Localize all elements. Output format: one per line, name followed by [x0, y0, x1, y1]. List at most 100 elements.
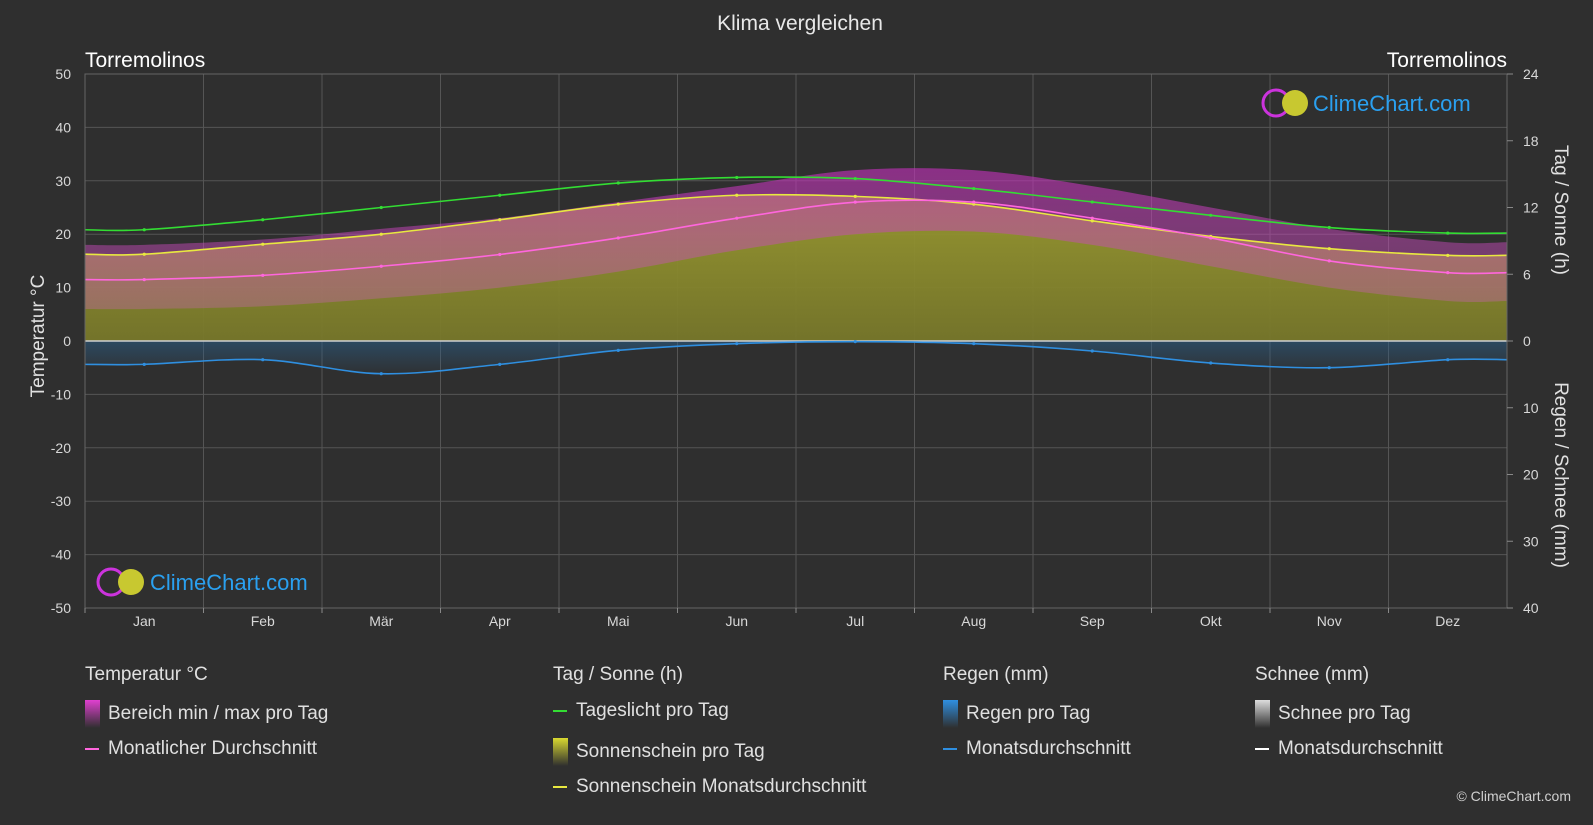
- brand-logo-top: ClimeChart.com: [1261, 88, 1471, 118]
- legend-item-label: Regen pro Tag: [966, 703, 1091, 724]
- sunshine-average-line-point: [1327, 247, 1331, 251]
- temperature-average-line-point: [972, 200, 976, 204]
- legend-group-title: Regen (mm): [943, 664, 1049, 685]
- legend-item: Monatsdurchschnitt: [1255, 738, 1443, 760]
- y-left-tick-label: -20: [51, 440, 71, 456]
- sunshine-average-line-point: [379, 232, 383, 236]
- daylight-line-point: [1327, 225, 1331, 230]
- x-tick-label: Aug: [961, 613, 986, 629]
- legend-item-label: Monatlicher Durchschnitt: [108, 738, 318, 759]
- y-left-tick-label: -40: [51, 547, 71, 563]
- y-right-bottom-label: Regen / Schnee (mm): [1550, 382, 1571, 568]
- daylight-line-point: [379, 205, 383, 210]
- y-left-label: Temperatur °C: [28, 275, 49, 398]
- rain-average-line-point: [1090, 349, 1094, 353]
- legend-group-title: Schnee (mm): [1255, 664, 1370, 685]
- sunshine-average-line-point: [853, 194, 857, 198]
- daylight-line-point: [735, 175, 739, 180]
- sunshine-average-line-point: [261, 242, 265, 246]
- y-right-bottom-tick-label: 30: [1523, 533, 1539, 549]
- y-left-tick-label: -50: [51, 600, 71, 616]
- daylight-line-point: [1446, 231, 1450, 235]
- y-left-tick-label: 50: [55, 66, 71, 82]
- x-tick-label: Mai: [607, 613, 630, 629]
- temperature-average-line-point: [1446, 271, 1450, 275]
- y-right-top-tick-label: 0: [1523, 333, 1531, 349]
- temperature-average-line-point: [616, 236, 620, 240]
- y-right-bottom-tick-label: 10: [1523, 400, 1539, 416]
- sunshine-average-line-point: [735, 193, 739, 197]
- legend-item: Regen pro Tag: [943, 700, 1090, 728]
- temperature-average-line-point: [735, 216, 739, 220]
- y-left-tick-label: 30: [55, 173, 71, 189]
- rain-average-line: [84, 340, 1508, 375]
- x-tick-label: Sep: [1080, 613, 1105, 629]
- x-tick-label: Nov: [1317, 613, 1342, 629]
- legend-item: Monatsdurchschnitt: [943, 738, 1131, 760]
- rain-area: [85, 341, 1507, 374]
- rain-average-line-point: [616, 348, 620, 352]
- temperature-average-line-point: [1209, 236, 1213, 240]
- legend-item: Sonnenschein pro Tag: [553, 738, 765, 766]
- temperature-average-line-point: [853, 200, 857, 204]
- x-tick-label: Okt: [1200, 613, 1222, 629]
- y-right-bottom-tick-label: 20: [1523, 467, 1539, 483]
- daylight-line-point: [142, 228, 146, 232]
- sunshine-average-line-point: [498, 218, 502, 222]
- x-tick-label: Mär: [369, 613, 393, 629]
- temperature-average-line-point: [1327, 259, 1331, 263]
- sunshine-average-line-point: [142, 252, 146, 256]
- y-left-tick-label: 40: [55, 119, 71, 135]
- y-right-bottom-tick-label: 40: [1523, 600, 1539, 616]
- legend-item: Schnee pro Tag: [1255, 700, 1411, 728]
- rain-average-line-point: [1327, 366, 1331, 370]
- temperature-average-line-point: [1090, 216, 1094, 220]
- temperature-average-line-point: [498, 252, 502, 257]
- data-areas: [85, 168, 1507, 374]
- x-tick-label: Dez: [1435, 613, 1460, 629]
- logo-sun-icon: [118, 569, 144, 595]
- sunshine-average-line-point: [1446, 253, 1450, 257]
- legend-item-label: Monatsdurchschnitt: [966, 738, 1131, 759]
- legend-item: Bereich min / max pro Tag: [85, 700, 328, 728]
- daylight-line-point: [853, 176, 857, 181]
- legend-line-swatch: [85, 748, 99, 750]
- rain-average-line-point: [261, 358, 265, 362]
- y-right-top-tick-label: 6: [1523, 266, 1531, 282]
- chart-title: Klima vergleichen: [717, 12, 883, 35]
- copyright: © ClimeChart.com: [1456, 788, 1571, 804]
- data-lines: [84, 175, 1508, 376]
- temperature-range-band: [85, 168, 1507, 310]
- brand-text-bottom: ClimeChart.com: [150, 570, 308, 595]
- y-right-top-tick-label: 24: [1523, 66, 1539, 82]
- daylight-line-point: [616, 181, 620, 185]
- temperature-average-line-point: [261, 273, 265, 277]
- temperature-average-line-point: [379, 264, 383, 268]
- legend-block-swatch: [553, 738, 568, 766]
- rain-average-line-point: [142, 362, 146, 366]
- daylight-line-point: [1209, 213, 1213, 217]
- rain-average-line-point: [1446, 358, 1450, 362]
- daylight-line: [84, 176, 1508, 235]
- y-left-tick-label: 0: [63, 333, 71, 349]
- legend-block-swatch: [85, 700, 100, 728]
- legend-line-swatch: [943, 748, 957, 750]
- location-right: Torremolinos: [1387, 49, 1507, 72]
- temperature-average-line: [84, 199, 1508, 281]
- legend-group-title: Temperatur °C: [85, 664, 208, 685]
- brand-text-top: ClimeChart.com: [1313, 91, 1471, 116]
- y-left-tick-label: 10: [55, 280, 71, 296]
- legend-item-label: Bereich min / max pro Tag: [108, 703, 329, 724]
- x-tick-label: Feb: [251, 613, 275, 629]
- temperature-average-line-point: [142, 277, 146, 282]
- daylight-line-point: [972, 186, 976, 191]
- rain-average-line-point: [735, 342, 739, 346]
- rain-average-line-point: [379, 372, 383, 376]
- legend-line-swatch: [1255, 748, 1269, 750]
- daylight-line-point: [1090, 200, 1094, 204]
- rain-average-line-point: [498, 362, 502, 366]
- legend-item: Monatlicher Durchschnitt: [85, 738, 317, 760]
- legend-line-swatch: [553, 710, 567, 712]
- y-right-top-tick-label: 18: [1523, 133, 1539, 149]
